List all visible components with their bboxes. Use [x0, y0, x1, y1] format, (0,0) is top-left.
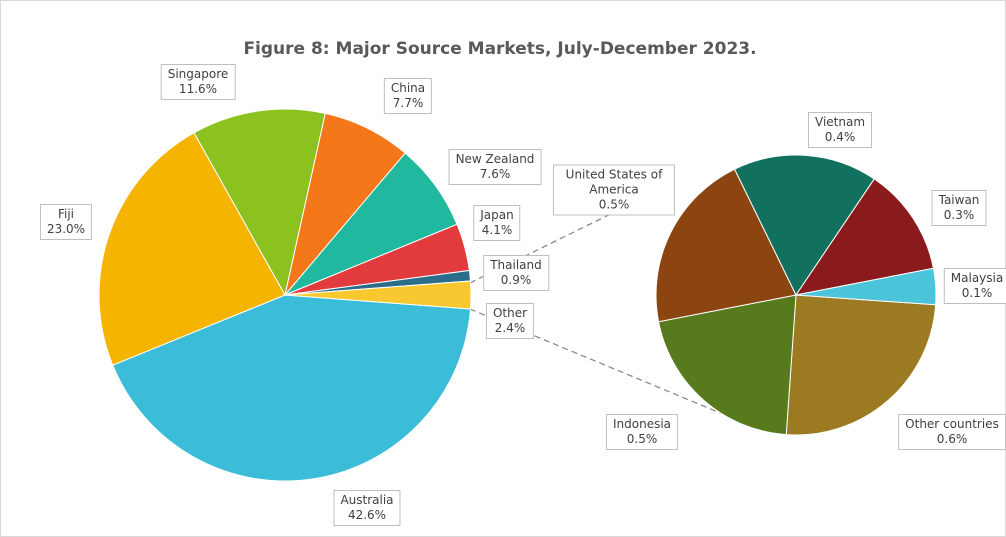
data-label: China 7.7% — [383, 78, 433, 114]
label-value: 7.7% — [392, 96, 424, 110]
label-value: 0.5% — [626, 432, 658, 446]
data-label: New Zealand 7.6% — [448, 149, 542, 185]
label-name: Other — [492, 306, 528, 320]
pie-slice — [655, 168, 797, 323]
data-label: Singapore 11.6% — [160, 64, 236, 100]
label-name: Fiji — [57, 207, 75, 221]
label-name: Other countries — [905, 417, 999, 431]
label-name: New Zealand — [455, 152, 535, 166]
data-label: Taiwan 0.3% — [931, 190, 987, 226]
label-value: 11.6% — [178, 82, 218, 96]
chart-title: Figure 8: Major Source Markets, July-Dec… — [243, 39, 756, 59]
label-value: 0.1% — [961, 286, 993, 300]
label-value: 0.3% — [943, 208, 975, 222]
pie-slice — [284, 280, 472, 310]
data-label: Australia 42.6% — [333, 490, 401, 526]
pie-slice — [785, 294, 937, 436]
label-value: 4.1% — [481, 223, 513, 237]
data-label: United States of America 0.5% — [553, 164, 675, 216]
pie-slice — [657, 294, 797, 436]
label-value: 0.6% — [936, 432, 968, 446]
data-label: Japan 4.1% — [473, 205, 521, 241]
data-label: Malaysia 0.1% — [943, 268, 1006, 304]
pie-slice — [112, 294, 472, 482]
pie-slice — [733, 154, 875, 296]
label-name: United States of America — [565, 167, 663, 197]
label-name: Vietnam — [814, 115, 866, 129]
label-name: Singapore — [167, 67, 229, 81]
label-value: 23.0% — [46, 222, 86, 236]
label-name: Taiwan — [938, 193, 980, 207]
label-name: Japan — [480, 208, 514, 222]
data-label: Other countries 0.6% — [898, 414, 1006, 450]
label-value: 42.6% — [347, 508, 387, 522]
label-value: 0.5% — [598, 197, 630, 212]
label-value: 0.9% — [500, 273, 532, 287]
data-label: Other 2.4% — [485, 303, 535, 339]
pie-slice — [98, 132, 286, 366]
data-label: Indonesia 0.5% — [605, 414, 679, 450]
data-label: Thailand 0.9% — [483, 255, 549, 291]
label-value: 7.6% — [479, 167, 511, 181]
label-name: Malaysia — [950, 271, 1004, 285]
data-label: Fiji 23.0% — [39, 204, 93, 240]
pie-slice — [193, 108, 326, 297]
label-name: China — [390, 81, 426, 95]
pie-slice — [794, 178, 935, 296]
connector — [469, 308, 743, 423]
label-value: 2.4% — [494, 321, 526, 335]
label-name: Indonesia — [612, 417, 672, 431]
label-name: Thailand — [490, 258, 542, 272]
label-name: Australia — [340, 493, 394, 507]
pie-slice — [795, 267, 937, 306]
label-value: 0.4% — [824, 130, 856, 144]
data-label: Vietnam 0.4% — [807, 112, 873, 148]
